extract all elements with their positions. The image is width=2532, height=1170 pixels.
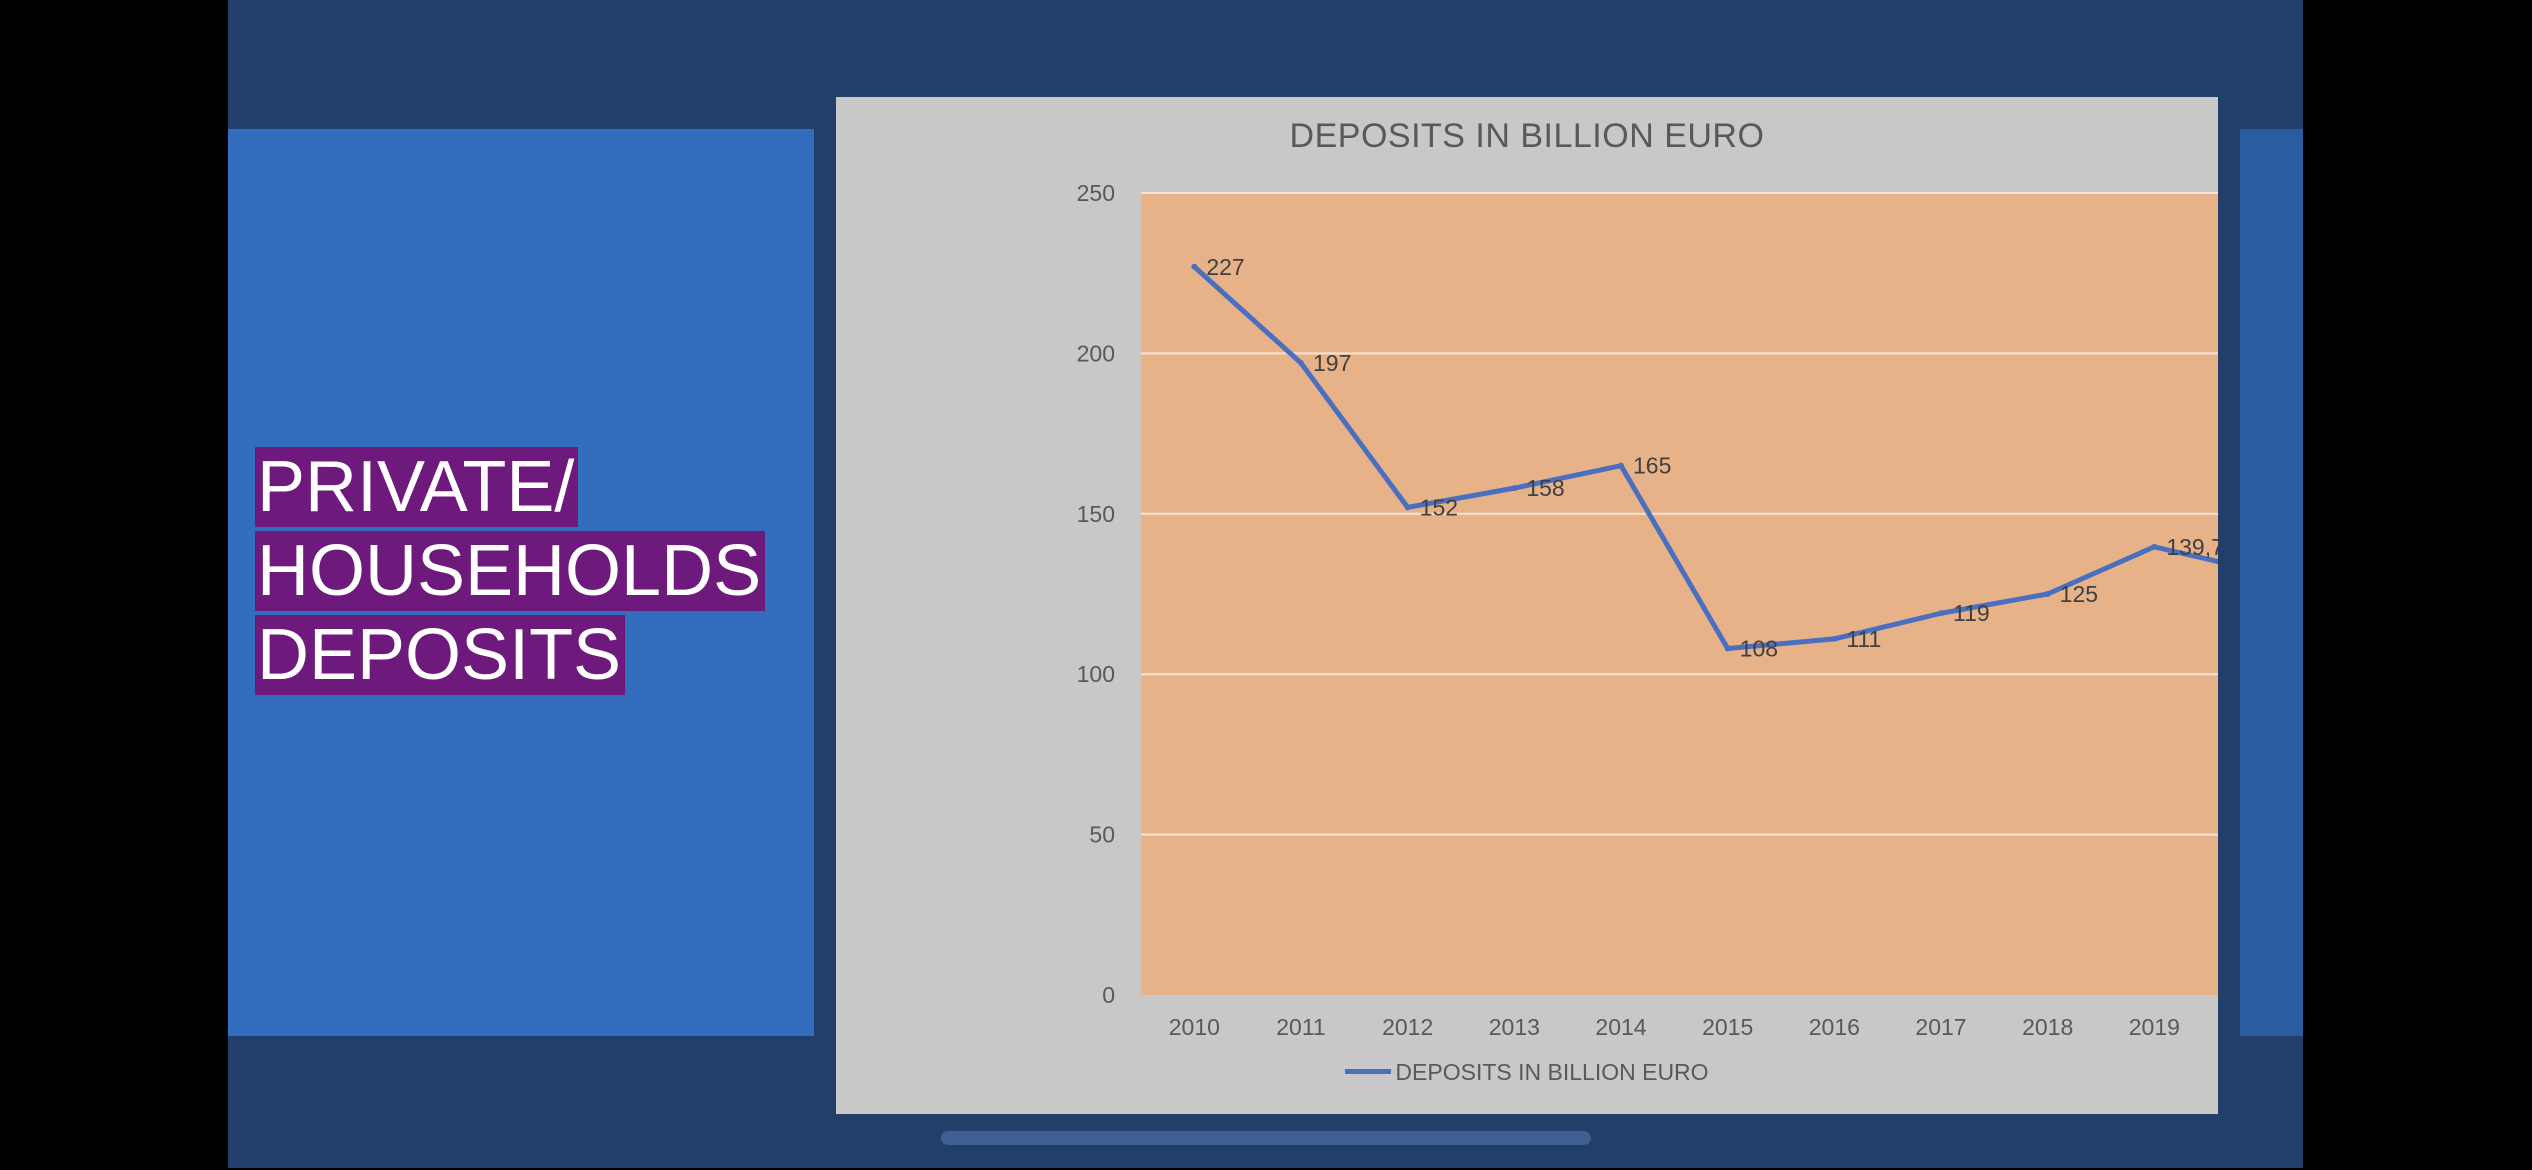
- slide-title-line-1: PRIVATE/: [255, 447, 579, 527]
- data-point: [1298, 360, 1304, 367]
- horizontal-scrollbar[interactable]: [941, 1131, 1591, 1145]
- x-tick-label: 2018: [2022, 1014, 2073, 1040]
- y-tick-label: 100: [1077, 661, 1115, 687]
- data-label: 227: [1206, 254, 1244, 280]
- data-label: 111: [1846, 626, 1881, 652]
- x-tick-label: 2017: [1915, 1014, 1966, 1040]
- x-tick-label: 2013: [1489, 1014, 1540, 1040]
- chart-title: DEPOSITS IN BILLION EURO: [1289, 117, 1765, 155]
- data-label: 158: [1526, 475, 1564, 501]
- data-label: 108: [1740, 636, 1778, 662]
- y-tick-label: 250: [1077, 180, 1115, 206]
- slide: PRIVATE/ HOUSEHOLDS DEPOSITS 0 50 100 150 20…: [228, 0, 2303, 1168]
- x-tick-label: 2015: [1702, 1014, 1753, 1040]
- data-point: [1724, 645, 1731, 652]
- x-tick-label: 2016: [1809, 1014, 1860, 1040]
- data-label: 125: [2060, 581, 2098, 607]
- data-label: 139,7: [2166, 534, 2218, 560]
- data-point: [1191, 263, 1198, 270]
- side-panel: [2240, 129, 2303, 1036]
- data-label: 119: [1953, 600, 1990, 626]
- x-tick-label: 2012: [1382, 1014, 1433, 1040]
- legend-line-swatch: [1345, 1069, 1392, 1075]
- y-tick-label: 50: [1089, 822, 1115, 848]
- x-tick-label: 2010: [1169, 1014, 1220, 1040]
- y-tick-label: 200: [1077, 340, 1115, 366]
- data-point: [2044, 591, 2051, 597]
- slide-title-line-3: DEPOSITS: [255, 615, 626, 695]
- slide-title: PRIVATE/ HOUSEHOLDS DEPOSITS: [255, 445, 766, 697]
- data-point: [1618, 462, 1624, 469]
- legend-label: DEPOSITS IN BILLION EURO: [1395, 1059, 1709, 1085]
- chart-container: 0 50 100 150 200 250 2010 2011 2012 2013 2014 2015 2…: [836, 97, 2218, 1114]
- line-chart: 0 50 100 150 200 250 2010 2011 2012 2013 2014 2015 2…: [1077, 180, 2218, 1040]
- series-line: [1192, 264, 2218, 652]
- data-point: [2151, 543, 2158, 550]
- x-tick-label: 2011: [1276, 1014, 1325, 1040]
- plot-area: [1141, 193, 2218, 995]
- chart-legend: DEPOSITS IN BILLION EURO: [836, 1059, 2218, 1086]
- x-tick-label: 2014: [1595, 1014, 1646, 1040]
- data-point: [1938, 610, 1944, 617]
- y-tick-label: 0: [1102, 982, 1115, 1008]
- data-label: 165: [1633, 453, 1671, 479]
- y-tick-label: 150: [1077, 501, 1115, 527]
- data-point: [1404, 504, 1411, 511]
- data-label: 197: [1313, 350, 1351, 376]
- x-tick-label: 2019: [2129, 1014, 2180, 1040]
- data-point: [1831, 635, 1838, 642]
- data-point: [1511, 485, 1518, 492]
- slide-title-line-2: HOUSEHOLDS: [255, 531, 766, 611]
- data-label: 152: [1420, 494, 1458, 520]
